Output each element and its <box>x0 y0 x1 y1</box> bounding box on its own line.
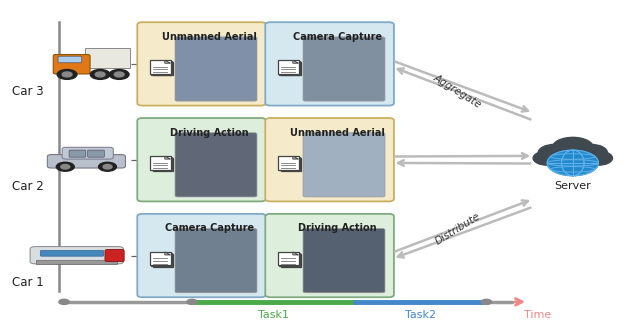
Text: Driving Action: Driving Action <box>170 128 248 137</box>
Circle shape <box>538 144 572 161</box>
Text: Time: Time <box>524 310 551 320</box>
Circle shape <box>54 157 63 162</box>
FancyBboxPatch shape <box>138 214 266 297</box>
Circle shape <box>552 137 593 158</box>
Text: Server: Server <box>554 181 591 192</box>
Circle shape <box>95 72 105 77</box>
Text: Driving Action: Driving Action <box>298 223 376 233</box>
FancyBboxPatch shape <box>303 133 385 197</box>
Circle shape <box>103 165 112 169</box>
Polygon shape <box>165 156 170 159</box>
FancyBboxPatch shape <box>151 61 172 75</box>
FancyBboxPatch shape <box>151 253 172 266</box>
Text: Camera Capture: Camera Capture <box>292 32 382 42</box>
FancyBboxPatch shape <box>150 60 170 74</box>
Circle shape <box>584 151 612 165</box>
Circle shape <box>574 144 607 161</box>
Polygon shape <box>293 252 298 255</box>
FancyBboxPatch shape <box>40 251 104 256</box>
FancyBboxPatch shape <box>138 22 266 106</box>
FancyBboxPatch shape <box>265 22 394 106</box>
FancyBboxPatch shape <box>150 156 170 170</box>
FancyBboxPatch shape <box>303 37 385 101</box>
Circle shape <box>54 62 63 66</box>
Polygon shape <box>293 60 298 63</box>
Circle shape <box>62 72 72 77</box>
FancyBboxPatch shape <box>58 56 82 63</box>
Text: Car 3: Car 3 <box>12 85 43 98</box>
FancyBboxPatch shape <box>30 247 124 264</box>
Circle shape <box>90 70 110 79</box>
Circle shape <box>57 70 77 79</box>
Text: Aggregate: Aggregate <box>432 72 483 110</box>
FancyBboxPatch shape <box>280 253 300 266</box>
Circle shape <box>550 147 595 169</box>
Circle shape <box>54 253 63 258</box>
FancyBboxPatch shape <box>88 150 104 157</box>
FancyBboxPatch shape <box>278 156 298 170</box>
Circle shape <box>56 162 74 171</box>
FancyBboxPatch shape <box>280 61 300 75</box>
FancyBboxPatch shape <box>152 62 173 75</box>
Circle shape <box>533 151 561 165</box>
Text: Task2: Task2 <box>405 310 436 320</box>
FancyBboxPatch shape <box>280 157 300 170</box>
FancyBboxPatch shape <box>151 157 172 170</box>
FancyBboxPatch shape <box>265 214 394 297</box>
Circle shape <box>59 299 69 304</box>
FancyBboxPatch shape <box>303 229 385 293</box>
FancyBboxPatch shape <box>152 158 173 171</box>
FancyBboxPatch shape <box>69 150 86 157</box>
FancyBboxPatch shape <box>47 155 125 168</box>
Polygon shape <box>165 252 170 255</box>
FancyBboxPatch shape <box>105 250 124 261</box>
FancyBboxPatch shape <box>278 60 298 74</box>
FancyBboxPatch shape <box>85 48 130 68</box>
FancyBboxPatch shape <box>53 54 90 74</box>
FancyBboxPatch shape <box>152 254 173 267</box>
FancyBboxPatch shape <box>138 118 266 201</box>
FancyBboxPatch shape <box>265 118 394 201</box>
Text: Camera Capture: Camera Capture <box>164 223 254 233</box>
Polygon shape <box>165 60 170 63</box>
Text: Distribute: Distribute <box>433 211 482 246</box>
Circle shape <box>481 299 492 304</box>
FancyBboxPatch shape <box>280 62 301 75</box>
Polygon shape <box>293 156 298 159</box>
FancyBboxPatch shape <box>150 252 170 265</box>
FancyBboxPatch shape <box>175 37 257 101</box>
Circle shape <box>547 150 598 176</box>
Circle shape <box>187 299 197 304</box>
Text: Car 2: Car 2 <box>12 180 44 194</box>
FancyBboxPatch shape <box>62 147 113 159</box>
FancyBboxPatch shape <box>278 252 298 265</box>
Circle shape <box>115 72 124 77</box>
FancyBboxPatch shape <box>280 254 301 267</box>
Text: Unmanned Aerial: Unmanned Aerial <box>290 128 385 137</box>
FancyBboxPatch shape <box>175 133 257 197</box>
Circle shape <box>99 162 116 171</box>
FancyBboxPatch shape <box>280 158 301 171</box>
Text: Task1: Task1 <box>258 310 289 320</box>
Text: Car 1: Car 1 <box>12 276 44 289</box>
Circle shape <box>61 165 70 169</box>
Text: Unmanned Aerial: Unmanned Aerial <box>162 32 257 42</box>
Circle shape <box>109 70 129 79</box>
FancyBboxPatch shape <box>36 260 117 264</box>
FancyBboxPatch shape <box>175 229 257 293</box>
